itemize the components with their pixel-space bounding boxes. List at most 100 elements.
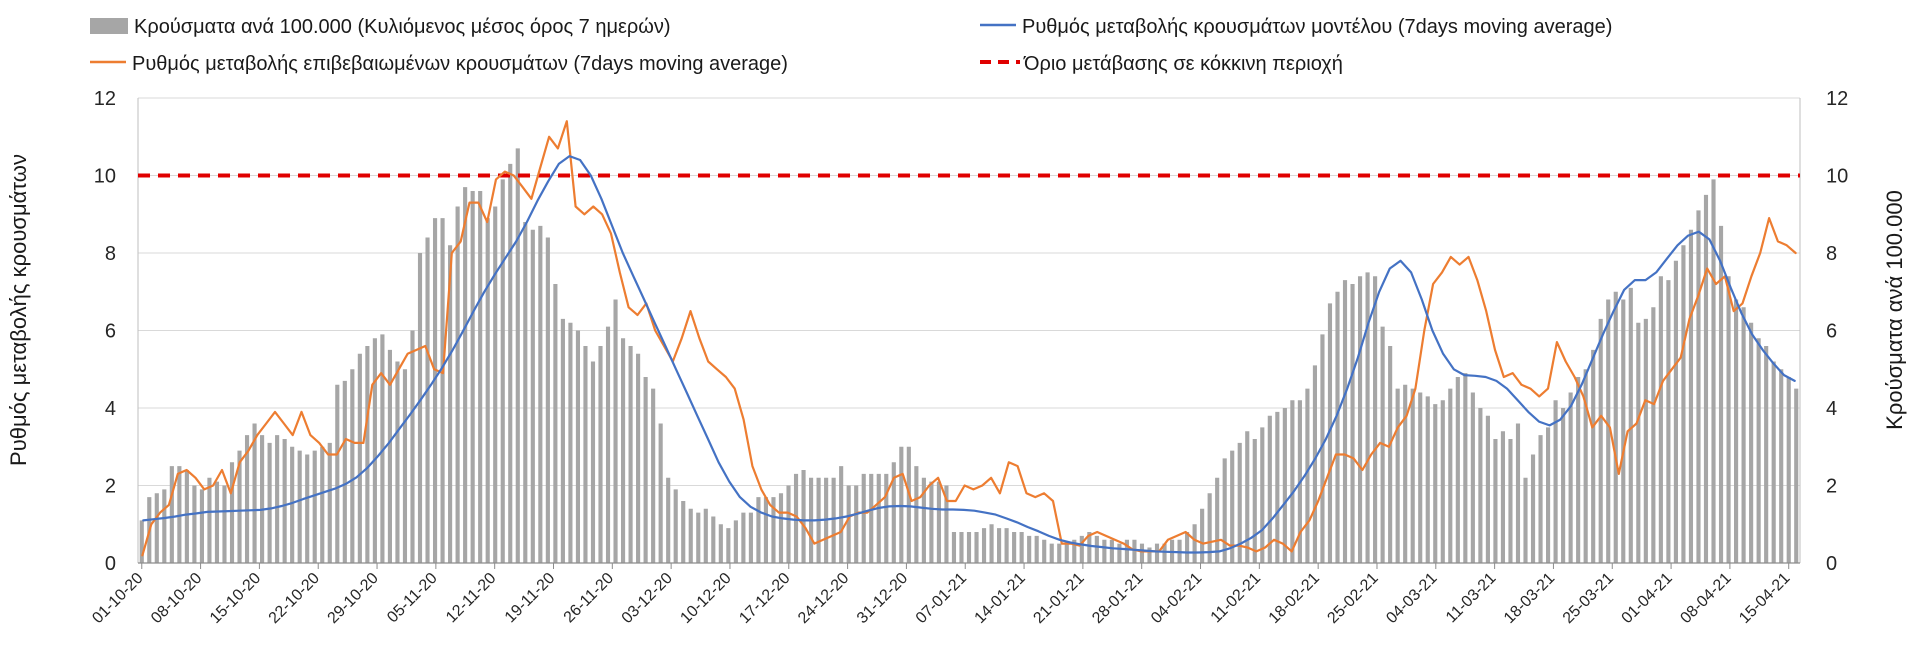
bar-124 (1072, 539, 1077, 563)
bar-160 (1342, 280, 1348, 563)
bar-111 (974, 532, 979, 563)
y-left-tick-2: 2 (105, 476, 116, 498)
bar-151 (1275, 411, 1280, 563)
bar-207 (1696, 210, 1701, 563)
bar-159 (1335, 291, 1340, 563)
bar-178 (1478, 408, 1483, 563)
bar-80 (741, 512, 746, 563)
y-right-tick-0: 0 (1826, 553, 1837, 575)
model-rate-line (142, 155, 1796, 554)
x-tick-label-2: 15-10-20 (207, 570, 264, 627)
bar-10 (214, 481, 220, 563)
x-tick-label-7: 19-11-20 (502, 570, 559, 627)
bar-220 (1794, 388, 1799, 563)
y-left-tick-4: 4 (105, 398, 116, 420)
bar-148 (1252, 439, 1257, 563)
bar-32 (380, 334, 385, 563)
bar-27 (342, 380, 347, 563)
bar-5 (177, 466, 182, 563)
bar-164 (1373, 276, 1378, 563)
y-left-tick-10: 10 (94, 166, 116, 188)
bar-12 (229, 462, 235, 563)
bar-170 (1418, 392, 1423, 563)
y-axis-left-title: Ρυθμός μεταβολής κρουσμάτων (6, 154, 31, 466)
legend-label-confirmed: Ρυθμός μεταβολής επιβεβαιωμένων κρουσμάτ… (132, 53, 788, 75)
bar-172 (1433, 404, 1438, 563)
bar-161 (1350, 284, 1355, 563)
bar-218 (1779, 369, 1784, 563)
x-tick-label-22: 04-03-21 (1383, 570, 1440, 627)
x-tick-label-23: 11-03-21 (1443, 570, 1500, 627)
bar-49 (508, 163, 513, 563)
bar-122 (1057, 543, 1062, 563)
bar-13 (237, 450, 242, 563)
bar-115 (1004, 528, 1009, 563)
bar-158 (1327, 303, 1333, 563)
y-left-tick-0: 0 (105, 553, 116, 575)
bar-147 (1245, 431, 1250, 563)
bar-87 (793, 473, 799, 563)
bar-34 (395, 361, 400, 563)
x-tick-label-28: 15-04-21 (1736, 570, 1793, 627)
bar-88 (801, 470, 806, 563)
bar-100 (891, 462, 896, 563)
bar-209 (1711, 179, 1716, 563)
gridlines (138, 97, 1800, 486)
bar-65 (628, 346, 633, 563)
x-tick-label-13: 31-12-20 (854, 570, 911, 627)
bar-20 (290, 446, 295, 563)
bar-201 (1651, 307, 1656, 563)
x-tick-label-10: 10-12-20 (677, 570, 734, 627)
bar-63 (613, 299, 618, 563)
bar-167 (1395, 388, 1400, 563)
rate-lines (141, 120, 1797, 557)
bar-156 (1312, 365, 1318, 563)
bar-77 (718, 524, 723, 563)
bar-208 (1703, 194, 1709, 563)
bar-29 (357, 353, 362, 563)
y-axis-right-title: Κρούσματα ανά 100.000 (1882, 190, 1907, 430)
bar-43 (463, 187, 468, 563)
bar-0 (139, 520, 144, 563)
bar-187 (1545, 427, 1551, 563)
bar-157 (1320, 334, 1325, 563)
bar-62 (605, 326, 611, 563)
bar-46 (485, 218, 490, 563)
bar-202 (1658, 276, 1663, 563)
y-right-tick-8: 8 (1826, 243, 1837, 265)
legend-swatch-bars (90, 18, 128, 34)
bar-72 (681, 501, 686, 563)
bar-110 (966, 532, 972, 563)
y-right-tick-2: 2 (1826, 476, 1837, 498)
bar-96 (861, 473, 866, 563)
bar-211 (1726, 276, 1731, 563)
bar-4 (169, 466, 174, 563)
bar-205 (1681, 245, 1686, 563)
bar-83 (763, 497, 769, 563)
bar-33 (387, 349, 393, 563)
bar-134 (1147, 547, 1152, 563)
bar-86 (786, 485, 791, 563)
bar-2 (154, 493, 159, 563)
bar-31 (372, 338, 377, 563)
bar-217 (1771, 361, 1776, 563)
bar-104 (921, 477, 926, 563)
y-right-tick-6: 6 (1826, 321, 1837, 343)
bar-173 (1440, 400, 1445, 563)
bar-185 (1530, 454, 1536, 563)
bar-204 (1673, 260, 1678, 563)
bar-179 (1485, 415, 1490, 563)
bar-144 (1222, 458, 1227, 563)
bar-192 (1583, 369, 1588, 563)
bar-191 (1576, 377, 1581, 563)
y-left-tick-6: 6 (105, 321, 116, 343)
bar-186 (1538, 435, 1543, 563)
bar-162 (1357, 276, 1363, 563)
bar-97 (869, 473, 874, 563)
bar-180 (1493, 439, 1498, 563)
legend-item-model: Ρυθμός μεταβολής κρουσμάτων μοντέλου (7d… (980, 16, 1612, 38)
bar-118 (1027, 535, 1032, 563)
y-left-tick-8: 8 (105, 243, 116, 265)
bar-78 (726, 528, 731, 563)
